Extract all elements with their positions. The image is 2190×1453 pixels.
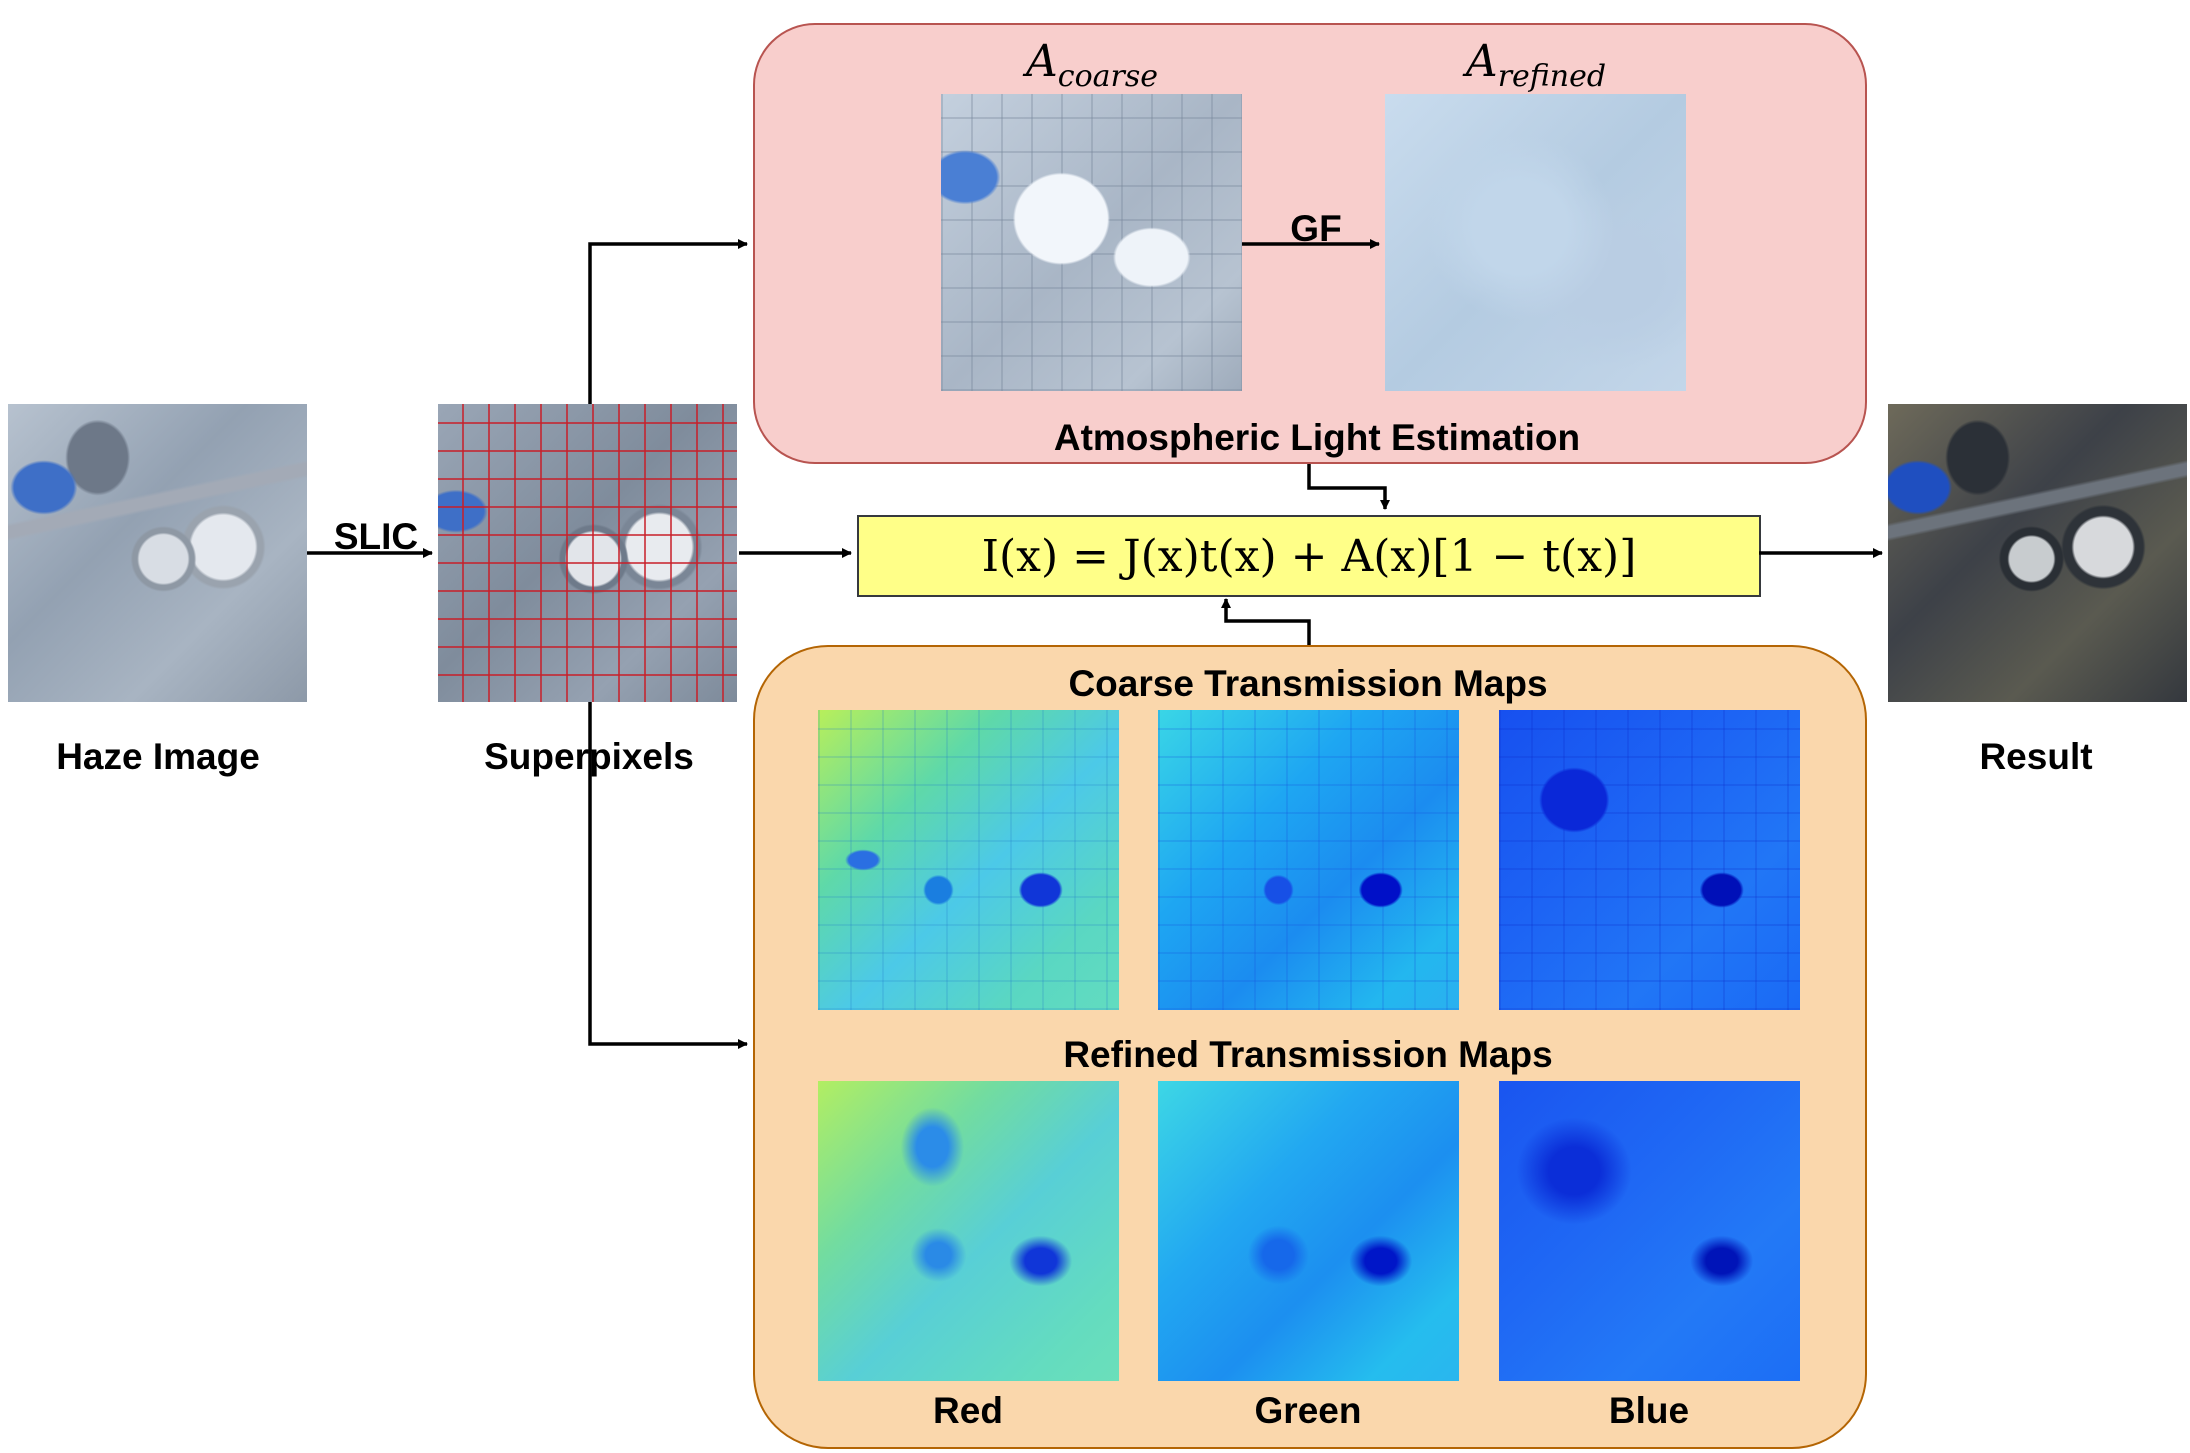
superpixels-label: Superpixels <box>484 736 694 777</box>
blue-channel-label: Blue <box>1608 1390 1690 1431</box>
haze-image <box>8 404 307 702</box>
refined-transmission-map-red <box>818 1081 1119 1381</box>
atmospheric-light-title: Atmospheric Light Estimation <box>1053 417 1581 458</box>
equation-text: I(x) = J(x)t(x) + A(x)[1 − t(x)] <box>981 530 1637 582</box>
arrow-atmospheric-to-equation <box>1307 464 1390 510</box>
arrow-superpixels-to-transmission <box>588 702 748 1049</box>
a-refined-label: Arefined <box>1465 36 1607 94</box>
a-coarse-image <box>941 94 1242 391</box>
coarse-transmission-map-red <box>818 710 1119 1010</box>
superpixels-image <box>438 404 737 702</box>
scattering-model-equation: I(x) = J(x)t(x) + A(x)[1 − t(x)] <box>857 515 1761 597</box>
arrow-transmission-to-equation <box>1221 598 1311 645</box>
a-refined-image <box>1385 94 1686 391</box>
coarse-transmission-map-blue <box>1499 710 1800 1010</box>
arrow-superpixels-to-atmospheric <box>588 239 748 404</box>
coarse-transmission-map-green <box>1158 710 1459 1010</box>
refined-maps-title: Refined Transmission Maps <box>1063 1034 1553 1075</box>
refined-transmission-map-green <box>1158 1081 1459 1381</box>
a-coarse-label: Acoarse <box>1025 36 1159 94</box>
haze-image-label: Haze Image <box>56 736 260 777</box>
slic-label: SLIC <box>333 516 419 557</box>
result-label: Result <box>1979 736 2093 777</box>
red-channel-label: Red <box>933 1390 1003 1431</box>
result-image <box>1888 404 2187 702</box>
gf-label: GF <box>1290 208 1342 249</box>
coarse-maps-title: Coarse Transmission Maps <box>1068 663 1548 704</box>
refined-transmission-map-blue <box>1499 1081 1800 1381</box>
green-channel-label: Green <box>1254 1390 1362 1431</box>
